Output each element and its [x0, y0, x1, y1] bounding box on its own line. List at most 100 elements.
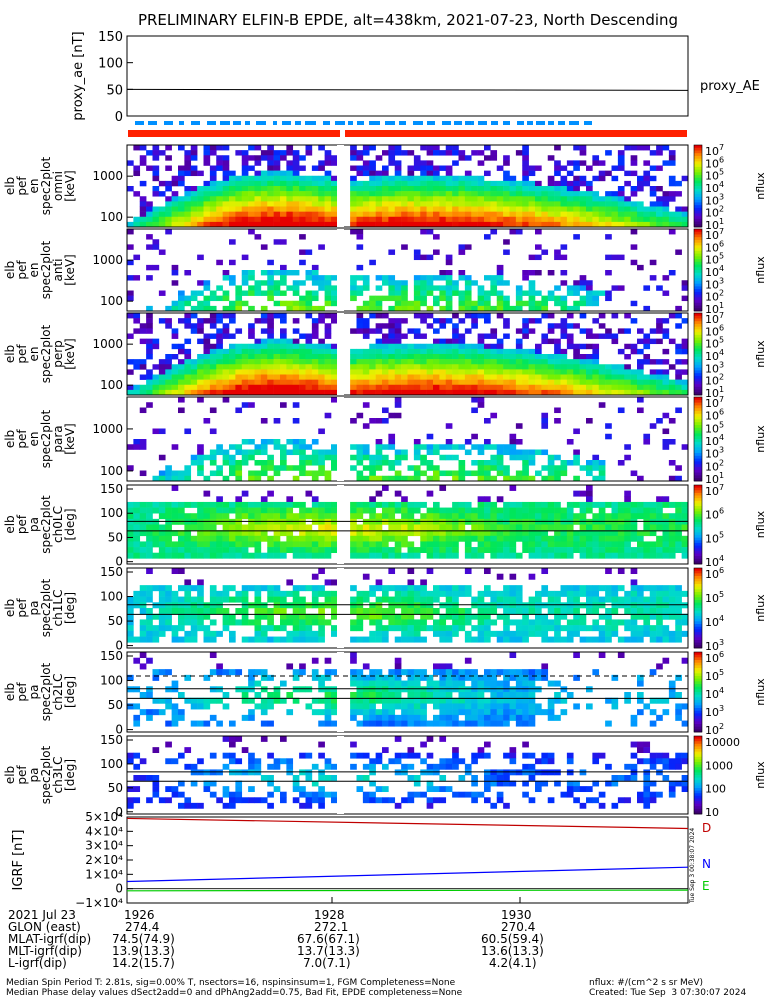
spectrogram-cell — [216, 186, 223, 192]
spectrogram-cell — [280, 221, 287, 228]
spectrogram-cell — [439, 206, 447, 212]
spectrogram-cell — [573, 211, 580, 218]
spectrogram-cell — [229, 180, 236, 187]
spectrogram-cell — [541, 300, 549, 307]
spectrogram-cell — [464, 513, 472, 520]
spectrogram-cell — [611, 389, 619, 396]
spectrogram-cell — [649, 608, 657, 615]
spectrogram-cell — [324, 619, 332, 626]
spectrogram-cell — [401, 211, 408, 218]
spectrogram-cell — [656, 513, 663, 520]
spectrogram-cell — [350, 359, 357, 365]
spectrogram-cell — [598, 596, 606, 603]
spectrogram-cell — [471, 150, 478, 156]
spectrogram-cell — [152, 379, 160, 386]
colorbar-tick-exponent: 4 — [719, 433, 724, 442]
spectrogram-cell — [407, 328, 415, 334]
spectrogram-cell — [273, 530, 281, 537]
spectrogram-cell — [515, 305, 523, 312]
spectrogram-cell — [356, 507, 364, 514]
spectrogram-cell — [394, 300, 402, 307]
spectrogram-cell — [592, 596, 600, 603]
spectrogram-cell — [496, 524, 504, 531]
spectrogram-cell — [382, 295, 389, 302]
spectrogram-cell — [420, 160, 427, 166]
spectrogram-cell — [515, 379, 523, 386]
spectrogram-cell — [662, 596, 670, 603]
spectrogram-cell — [222, 165, 230, 171]
colorbar-tick-exponent: 4 — [719, 348, 724, 357]
spectrogram-cell — [318, 175, 325, 182]
spectrogram-cell — [171, 709, 179, 716]
spectrogram-cell — [579, 180, 587, 187]
spectrogram-cell — [305, 490, 313, 497]
spectrogram-cell — [146, 165, 153, 171]
spectrogram-cell — [452, 444, 459, 450]
spectrogram-cell — [630, 379, 638, 386]
spectrogram-cell — [522, 318, 529, 324]
spectrogram-cell — [375, 530, 383, 537]
spectrogram-cell — [369, 328, 376, 334]
spectrogram-cell — [547, 364, 555, 370]
spectrogram-cell — [573, 160, 580, 166]
spectrogram-cell — [318, 285, 325, 291]
spectrogram-cell — [535, 211, 542, 218]
spectrogram-cell — [229, 454, 236, 461]
spectrogram-cell — [566, 608, 574, 615]
spectrogram-cell — [139, 709, 147, 716]
spectrogram-cell — [484, 460, 491, 466]
spectrogram-cell — [592, 196, 600, 202]
spectrogram-cell — [554, 323, 561, 329]
spectrogram-cell — [375, 680, 383, 687]
spectrogram-cell — [260, 270, 268, 276]
spectrogram-cell — [496, 295, 504, 302]
spectrogram-cell — [420, 579, 427, 586]
spectrogram-cell — [566, 170, 574, 177]
spectrogram-cell — [439, 619, 447, 626]
spectrogram-cell — [222, 449, 230, 456]
spectrogram-cell — [178, 541, 185, 548]
spectrogram-cell — [452, 524, 459, 531]
spectrogram-cell — [229, 313, 236, 319]
spectrogram-cell — [573, 613, 580, 620]
science-zone-dash — [164, 121, 173, 125]
spectrogram-cell — [299, 305, 306, 312]
spectrogram-cell — [579, 285, 587, 291]
spectrogram-cell — [184, 206, 192, 212]
spectrogram-cell — [267, 501, 274, 508]
spectrogram-cell — [311, 573, 319, 580]
spectrogram-cell — [369, 186, 376, 192]
spectrogram-cell — [311, 709, 319, 716]
spectrogram-cell — [362, 280, 370, 286]
spectrogram-cell — [267, 201, 274, 207]
spectrogram-cell — [471, 596, 478, 603]
spectrogram-cell — [216, 196, 223, 202]
spectrogram-cell — [528, 318, 536, 324]
spectrogram-cell — [152, 150, 160, 156]
spectrogram-cell — [586, 379, 593, 386]
spectrogram-cell — [331, 590, 338, 597]
spectrogram-cell — [324, 596, 332, 603]
spectrogram-cell — [184, 470, 192, 477]
spectrogram-cell — [171, 369, 179, 375]
spectrogram-cell — [496, 444, 504, 450]
colorbar-segment — [694, 464, 702, 468]
spectrogram-cell — [528, 541, 536, 548]
spectrogram-cell — [139, 663, 147, 670]
spectrogram-cell — [241, 280, 249, 286]
spectrogram-cell — [445, 343, 453, 350]
spectrogram-cell — [260, 379, 268, 386]
spectrogram-cell — [158, 249, 166, 255]
spectrogram-cell — [605, 384, 612, 391]
spectrogram-cell — [369, 384, 376, 391]
spectrogram-cell — [566, 513, 574, 520]
spectrogram-cell — [509, 530, 517, 537]
spectrogram-cell — [184, 613, 192, 620]
spectrogram-cell — [471, 379, 478, 386]
spectrogram-cell — [413, 630, 421, 637]
spectrogram-cell — [280, 201, 287, 207]
spectrogram-cell — [254, 636, 262, 643]
spectrogram-cell — [146, 402, 153, 408]
spectrogram-cell — [528, 513, 536, 520]
spectrogram-cell — [184, 369, 192, 375]
